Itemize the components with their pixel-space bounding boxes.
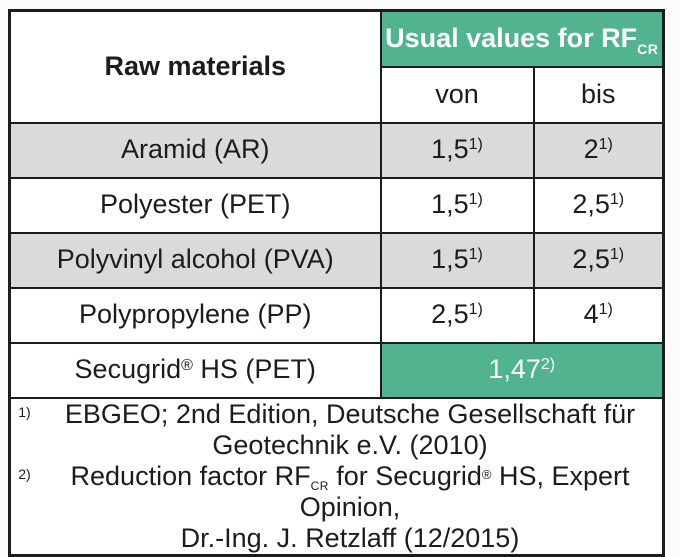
von-value-cell: 2,51): [379, 286, 535, 344]
footnote-2-text: Reduction factor RFCR for Secugrid® HS, …: [38, 461, 662, 554]
footnote-ref-marker: 1): [609, 246, 625, 264]
usual-values-label: Usual values for RF: [385, 23, 638, 54]
table-row-pp: Polypropylene (PP) 2,51) 41): [8, 286, 665, 344]
footnote-ref-marker: 1): [598, 136, 613, 154]
footnote-ref-marker: 2): [540, 356, 556, 374]
von-value: 1,5: [431, 244, 469, 275]
registered-trademark-symbol: ®: [481, 466, 492, 482]
footnote-1-marker: 1): [18, 403, 31, 420]
raw-materials-header-cell: Raw materials: [8, 9, 382, 124]
rf-cr-subscript: CR: [310, 478, 329, 493]
footnote-2: 2) Reduction factor RFCR for Secugrid® H…: [12, 461, 662, 554]
registered-trademark-symbol: ®: [181, 357, 193, 375]
col-header-von: von: [379, 65, 535, 124]
bis-value-cell: 21): [532, 121, 665, 179]
bis-value-cell: 2,51): [532, 231, 665, 289]
von-value-cell: 1,51): [379, 176, 535, 234]
von-value-cell: 1,51): [379, 121, 535, 179]
bis-value: 2,5: [572, 189, 610, 220]
footnote-2-prefix: Reduction factor RF: [70, 460, 311, 491]
bis-value-cell: 2,51): [532, 176, 665, 234]
rf-cr-table-container: Raw materials Usual values for RFCR von …: [8, 9, 665, 557]
footnotes-row: 1) EBGEO; 2nd Edition, Deutsche Gesellsc…: [8, 396, 665, 557]
footnote-ref-marker: 1): [468, 136, 483, 154]
bis-value: 2,5: [572, 244, 610, 275]
col-header-bis: bis: [532, 65, 665, 124]
von-value: 1,5: [431, 134, 469, 165]
footnote-ref-marker: 1): [468, 301, 483, 319]
raw-materials-label: Raw materials: [104, 51, 287, 82]
bis-value-cell: 41): [532, 286, 665, 344]
von-value-cell: 1,51): [379, 231, 535, 289]
von-value: 2,5: [431, 299, 469, 330]
material-cell: Polypropylene (PP): [8, 286, 382, 344]
table-row-polyester: Polyester (PET) 1,51) 2,51): [8, 176, 665, 234]
footnote-1: 1) EBGEO; 2nd Edition, Deutsche Gesellsc…: [12, 398, 662, 460]
bis-value: 2: [583, 134, 599, 165]
footnote-ref-marker: 1): [598, 301, 613, 319]
footnote-ref-marker: 1): [468, 191, 483, 209]
secugrid-name-rest: HS (PET): [192, 354, 316, 385]
footnote-ref-marker: 1): [609, 191, 625, 209]
usual-values-header-cell: Usual values for RFCR: [379, 9, 665, 68]
material-cell: Aramid (AR): [8, 121, 382, 179]
header-row-von-bis: von bis: [10, 65, 665, 124]
header-row-top: Raw materials Usual values for RFCR: [8, 9, 665, 124]
footnote-2-mid: for Secugrid: [328, 460, 482, 491]
footnotes-cell: 1) EBGEO; 2nd Edition, Deutsche Gesellsc…: [8, 396, 665, 557]
bis-value: 4: [583, 299, 599, 330]
footnote-ref-marker: 1): [468, 246, 483, 264]
footnote-2-line2: Dr.-Ing. J. Retzlaff (12/2015): [180, 522, 520, 553]
table-row-pva: Polyvinyl alcohol (PVA) 1,51) 2,51): [8, 231, 665, 289]
rf-cr-subscript: CR: [637, 41, 659, 58]
secugrid-value-cell: 1,472): [379, 341, 665, 399]
rf-cr-table: Raw materials Usual values for RFCR von …: [8, 9, 665, 557]
footnote-1-text: EBGEO; 2nd Edition, Deutsche Gesellschaf…: [64, 398, 636, 460]
footnote-2-marker: 2): [18, 465, 31, 482]
table-row-aramid: Aramid (AR) 1,51) 21): [8, 121, 665, 179]
material-cell: Polyvinyl alcohol (PVA): [8, 231, 382, 289]
secugrid-value: 1,47: [488, 354, 541, 385]
material-cell: Polyester (PET): [8, 176, 382, 234]
table-row-secugrid: Secugrid® HS (PET) 1,472): [8, 341, 665, 399]
secugrid-name: Secugrid: [74, 354, 182, 385]
material-cell: Secugrid® HS (PET): [8, 341, 382, 399]
von-value: 1,5: [431, 189, 469, 220]
